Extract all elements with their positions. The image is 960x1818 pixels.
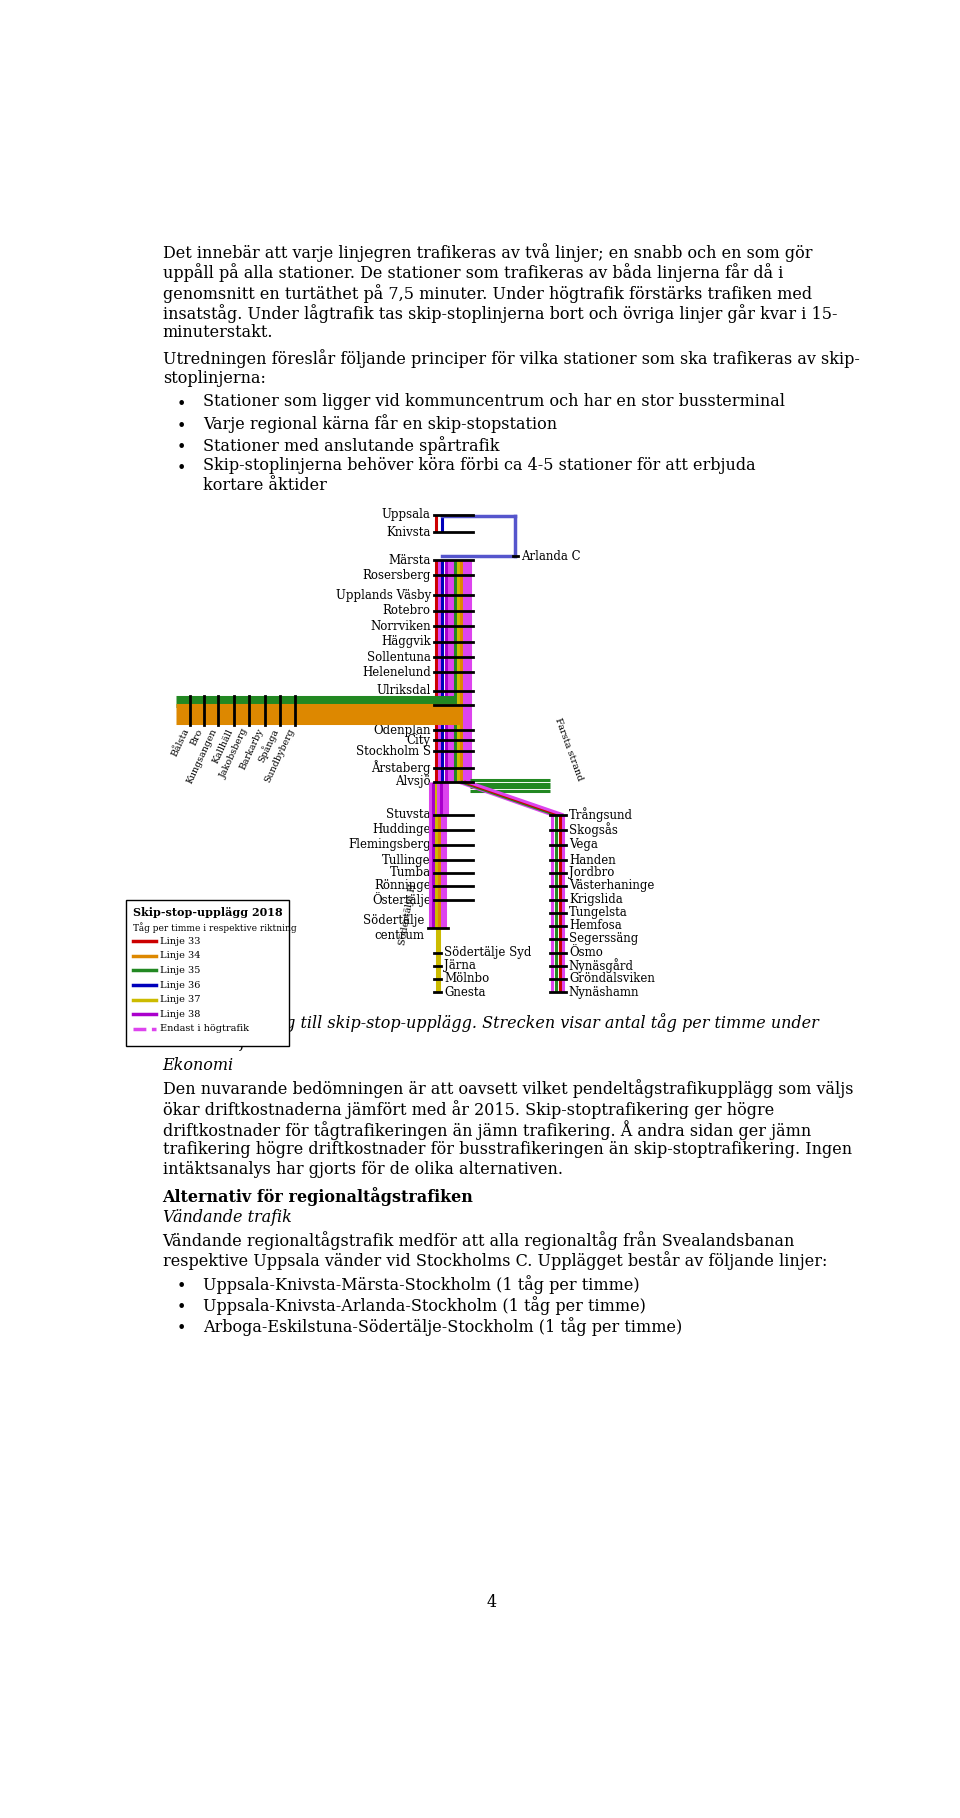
Text: Den nuvarande bedömningen är att oavsett vilket pendeltågstrafikupplägg som välj: Den nuvarande bedömningen är att oavsett… xyxy=(162,1080,853,1098)
Text: Alternativ för regionaltågstrafiken: Alternativ för regionaltågstrafiken xyxy=(162,1187,473,1205)
Text: Rosersberg: Rosersberg xyxy=(362,569,431,582)
Text: Tåg per timme i respektive riktning: Tåg per timme i respektive riktning xyxy=(133,924,297,933)
Text: Trångsund: Trångsund xyxy=(569,807,633,822)
Text: Sollentuna: Sollentuna xyxy=(367,651,431,664)
Text: respektive Uppsala vänder vid Stockholms C. Upplägget består av följande linjer:: respektive Uppsala vänder vid Stockholms… xyxy=(162,1251,827,1271)
Text: •: • xyxy=(177,460,186,476)
Text: 4: 4 xyxy=(487,1594,497,1611)
Text: •: • xyxy=(177,418,186,435)
Text: Spånga: Spånga xyxy=(255,727,280,764)
Text: Linje 38: Linje 38 xyxy=(160,1009,201,1018)
Text: Skip-stoplinjerna behöver köra förbi ca 4-5 stationer för att erbjuda: Skip-stoplinjerna behöver köra förbi ca … xyxy=(203,456,756,474)
Text: Järna: Järna xyxy=(444,960,476,973)
Text: Gröndalsviken: Gröndalsviken xyxy=(569,973,655,985)
Text: Jakobsberg: Jakobsberg xyxy=(219,727,251,780)
Text: kortare åktider: kortare åktider xyxy=(203,478,326,494)
Text: Linje 33: Linje 33 xyxy=(160,936,201,945)
Text: Knivsta: Knivsta xyxy=(386,525,431,538)
Text: trafikering högre driftkostnader för busstrafikeringen än skip-stoptrafikering. : trafikering högre driftkostnader för bus… xyxy=(162,1140,852,1158)
Text: Häggvik: Häggvik xyxy=(381,634,431,649)
Text: stoplinjerna:: stoplinjerna: xyxy=(162,369,266,387)
Text: Alvsjö: Alvsjö xyxy=(396,774,431,789)
Text: Ösmo: Ösmo xyxy=(569,945,603,960)
Text: •: • xyxy=(177,396,186,413)
Text: City: City xyxy=(407,734,431,747)
Text: Södertälje H: Södertälje H xyxy=(398,882,419,945)
Text: Arboga-Eskilstuna-Södertälje-Stockholm (1 tåg per timme): Arboga-Eskilstuna-Södertälje-Stockholm (… xyxy=(203,1316,683,1336)
Text: Linje 34: Linje 34 xyxy=(160,951,201,960)
Text: Det innebär att varje linjegren trafikeras av två linjer; en snabb och en som gö: Det innebär att varje linjegren trafiker… xyxy=(162,244,812,262)
Text: Helenelund: Helenelund xyxy=(362,665,431,678)
Text: Kungsangen: Kungsangen xyxy=(186,727,219,785)
Text: Huddinge: Huddinge xyxy=(372,824,431,836)
Text: Norrviken: Norrviken xyxy=(371,620,431,633)
Text: Södertälje
centrum: Södertälje centrum xyxy=(363,914,424,942)
Text: Bålsta: Bålsta xyxy=(170,727,190,758)
Text: Handen: Handen xyxy=(569,854,615,867)
Text: Bro: Bro xyxy=(189,727,204,747)
Text: Uppsala-Knivsta-Märsta-Stockholm (1 tåg per timme): Uppsala-Knivsta-Märsta-Stockholm (1 tåg … xyxy=(203,1274,639,1293)
Text: Skip-stop-upplägg 2018: Skip-stop-upplägg 2018 xyxy=(133,907,283,918)
Text: intäktsanalys har gjorts för de olika alternativen.: intäktsanalys har gjorts för de olika al… xyxy=(162,1162,563,1178)
Text: driftkostnader för tågtrafikeringen än jämn trafikering. Å andra sidan ger jämn: driftkostnader för tågtrafikeringen än j… xyxy=(162,1120,811,1140)
Text: Odenplan: Odenplan xyxy=(373,724,431,736)
Text: Södertälje Syd: Södertälje Syd xyxy=(444,945,532,960)
Text: Linje 37: Linje 37 xyxy=(160,994,201,1004)
Text: Stationer med anslutande spårtrafik: Stationer med anslutande spårtrafik xyxy=(203,436,499,454)
Text: Segerssäng: Segerssäng xyxy=(569,933,638,945)
Text: genomsnitt en turtäthet på 7,5 minuter. Under högtrafik förstärks trafiken med: genomsnitt en turtäthet på 7,5 minuter. … xyxy=(162,284,812,302)
Text: Stationer som ligger vid kommuncentrum och har en stor bussterminal: Stationer som ligger vid kommuncentrum o… xyxy=(203,393,785,411)
Text: Utredningen föreslår följande principer för vilka stationer som ska trafikeras a: Utredningen föreslår följande principer … xyxy=(162,349,859,369)
Text: Tumba: Tumba xyxy=(390,865,431,880)
Text: Ulriksdal: Ulriksdal xyxy=(376,684,431,698)
Text: Rönninge: Rönninge xyxy=(374,880,431,893)
Text: Gnesta: Gnesta xyxy=(444,985,486,998)
Text: Vändande regionaltågstrafik medför att alla regionaltåg från Svealandsbanan: Vändande regionaltågstrafik medför att a… xyxy=(162,1231,795,1249)
Text: Barkarby: Barkarby xyxy=(239,727,266,771)
Text: mellantrafik.: mellantrafik. xyxy=(162,1034,267,1051)
Text: •: • xyxy=(177,1298,186,1316)
Text: Endast i högtrafik: Endast i högtrafik xyxy=(160,1025,250,1033)
Text: Skogsås: Skogsås xyxy=(569,822,617,836)
Text: ökar driftkostnaderna jämfört med år 2015. Skip-stoptrafikering ger högre: ökar driftkostnaderna jämfört med år 201… xyxy=(162,1100,774,1118)
Text: Solna: Solna xyxy=(397,698,431,711)
Text: Rotebro: Rotebro xyxy=(383,604,431,618)
Text: Figur 2. Förslag till skip-stop-upplägg. Strecken visar antal tåg per timme unde: Figur 2. Förslag till skip-stop-upplägg.… xyxy=(162,1014,820,1033)
FancyBboxPatch shape xyxy=(126,900,289,1045)
Text: Farsta strand: Farsta strand xyxy=(553,716,585,782)
Text: Flemingsberg: Flemingsberg xyxy=(348,838,431,851)
Text: •: • xyxy=(177,1320,186,1336)
Text: minuterstakt.: minuterstakt. xyxy=(162,324,274,342)
Text: Östertälje: Östertälje xyxy=(372,893,431,907)
Text: Stuvsta: Stuvsta xyxy=(386,809,431,822)
Text: Ekonomi: Ekonomi xyxy=(162,1058,233,1074)
Text: Tungelsta: Tungelsta xyxy=(569,905,628,920)
Text: Arlanda C: Arlanda C xyxy=(520,549,580,564)
Text: •: • xyxy=(177,1278,186,1294)
Text: Upplands Väsby: Upplands Väsby xyxy=(336,589,431,602)
Text: Tullinge: Tullinge xyxy=(382,854,431,867)
Text: Krigslida: Krigslida xyxy=(569,893,623,905)
Text: Vega: Vega xyxy=(569,838,598,851)
Text: Stockholm S: Stockholm S xyxy=(356,745,431,758)
Text: Årstaberg: Årstaberg xyxy=(372,760,431,776)
Text: insatståg. Under lågtrafik tas skip-stoplinjerna bort och övriga linjer går kvar: insatståg. Under lågtrafik tas skip-stop… xyxy=(162,304,837,324)
Text: Uppsala-Knivsta-Arlanda-Stockholm (1 tåg per timme): Uppsala-Knivsta-Arlanda-Stockholm (1 tåg… xyxy=(203,1296,646,1314)
Text: Nynäsgård: Nynäsgård xyxy=(569,958,634,973)
Text: Vändande trafik: Vändande trafik xyxy=(162,1209,292,1225)
Text: Hemfosa: Hemfosa xyxy=(569,920,622,933)
Text: Varje regional kärna får en skip-stopstation: Varje regional kärna får en skip-stopsta… xyxy=(203,415,557,433)
Text: uppåll på alla stationer. De stationer som trafikeras av båda linjerna får då i: uppåll på alla stationer. De stationer s… xyxy=(162,264,783,282)
Text: Märsta: Märsta xyxy=(389,553,431,567)
Text: •: • xyxy=(177,438,186,456)
Text: Linje 36: Linje 36 xyxy=(160,980,201,989)
Text: Sundbyberg: Sundbyberg xyxy=(263,727,296,784)
Text: Kallhäll: Kallhäll xyxy=(211,727,234,764)
Text: Nynäshamn: Nynäshamn xyxy=(569,985,639,998)
Text: Mölnbo: Mölnbo xyxy=(444,973,490,985)
Text: Uppsala: Uppsala xyxy=(382,507,431,522)
Text: Linje 35: Linje 35 xyxy=(160,965,201,974)
Text: Jordbro: Jordbro xyxy=(569,865,614,880)
Text: Västerhaninge: Västerhaninge xyxy=(569,880,655,893)
